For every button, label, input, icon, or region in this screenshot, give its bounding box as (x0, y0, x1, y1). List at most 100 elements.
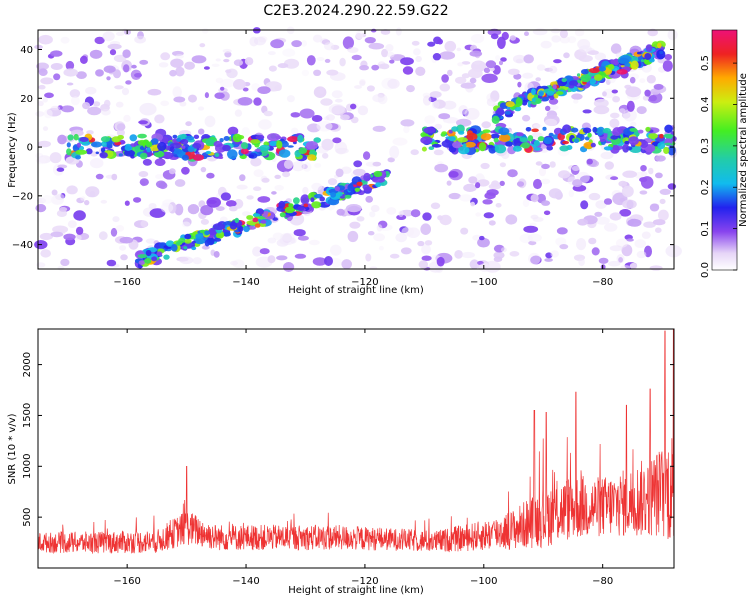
heatmap-cell (63, 68, 78, 77)
heatmap-cell (588, 192, 601, 201)
heatmap-cell (573, 138, 580, 143)
heatmap-cell (247, 225, 257, 230)
heatmap-cell (150, 138, 159, 145)
heatmap-cell (57, 134, 67, 145)
heatmap-cell (480, 133, 492, 141)
heatmap-cell (590, 142, 596, 148)
heatmap-cell (297, 205, 305, 211)
heatmap-cell (160, 202, 174, 213)
heatmap-cell (94, 36, 105, 45)
heatmap-cell (125, 80, 132, 85)
heatmap-cell (39, 232, 54, 241)
heatmap-cell (424, 115, 436, 124)
heatmap-cell (95, 69, 104, 77)
spectrogram-y-label: Frequency (Hz) (7, 112, 18, 188)
heatmap-cell (531, 132, 542, 138)
heatmap-cell (586, 158, 593, 165)
heatmap-cell (359, 80, 366, 87)
heatmap-cell (372, 161, 382, 167)
heatmap-cell (461, 251, 476, 259)
heatmap-cell (113, 54, 127, 63)
heatmap-cell (421, 244, 431, 255)
heatmap-cell (297, 134, 304, 143)
heatmap-cell (139, 102, 157, 116)
heatmap-cell (645, 44, 653, 52)
heatmap-cell (486, 189, 499, 196)
heatmap-cell (491, 115, 500, 124)
heatmap-cell (176, 138, 182, 142)
heatmap-cell (233, 59, 243, 66)
heatmap-cell (149, 208, 166, 218)
heatmap-cell (300, 194, 310, 205)
heatmap-cell (470, 33, 485, 44)
heatmap-cell (42, 97, 48, 103)
heatmap-cell (278, 200, 286, 209)
heatmap-cell (341, 259, 353, 270)
heatmap-cell (223, 58, 230, 63)
heatmap-cell (630, 121, 637, 128)
heatmap-cell (220, 192, 231, 201)
heatmap-cell (499, 162, 506, 168)
heatmap-cell (580, 74, 591, 83)
heatmap-cell (286, 95, 295, 103)
heatmap-cell (215, 206, 225, 212)
heatmap-cell (334, 98, 343, 103)
heatmap-cell (504, 111, 511, 115)
heatmap-cell (534, 147, 541, 151)
heatmap-cell (101, 108, 111, 116)
heatmap-cell (229, 221, 238, 230)
heatmap-cell (499, 180, 505, 186)
heatmap-cell (576, 238, 587, 251)
heatmap-cell (464, 141, 476, 148)
heatmap-cell (51, 105, 60, 111)
heatmap-cell (38, 84, 46, 90)
heatmap-cell (500, 57, 507, 62)
heatmap-cell (628, 136, 639, 146)
heatmap-cell (115, 101, 124, 108)
heatmap-cell (112, 216, 120, 223)
heatmap-cell (213, 251, 220, 258)
heatmap-cell (75, 149, 88, 155)
heatmap-cell (38, 68, 48, 76)
heatmap-cell (124, 200, 130, 206)
heatmap-cell (577, 218, 588, 226)
heatmap-cell (255, 148, 261, 152)
colorbar-tick-label: 0.4 (700, 97, 711, 113)
heatmap-cell (137, 254, 148, 259)
heatmap-cell (365, 195, 374, 203)
heatmap-cell (301, 69, 310, 77)
heatmap-cell (40, 77, 54, 85)
heatmap-cell (537, 136, 545, 142)
heatmap-cell (549, 161, 556, 168)
heatmap-cell (110, 227, 118, 237)
heatmap-cell (571, 165, 580, 171)
snr-series (37, 328, 675, 555)
heatmap-cell (514, 106, 522, 112)
heatmap-cell (200, 205, 214, 216)
heatmap-cell (523, 225, 539, 233)
colorbar-tick-label: 0.5 (700, 55, 711, 71)
heatmap-cell (191, 55, 207, 64)
heatmap-cell (659, 198, 666, 205)
heatmap-cell (290, 112, 301, 118)
heatmap-cell (379, 63, 390, 70)
heatmap-cell (415, 66, 426, 77)
heatmap-cell (69, 89, 81, 98)
heatmap-cell (80, 196, 86, 201)
heatmap-cell (215, 58, 221, 62)
heatmap-cell (277, 63, 289, 69)
heatmap-cell (220, 78, 235, 88)
heatmap-cell (545, 105, 551, 112)
heatmap-cell (532, 217, 544, 222)
heatmap-cell (66, 185, 78, 195)
heatmap-cell (618, 180, 628, 187)
heatmap-cell (531, 88, 536, 96)
heatmap-cell (455, 76, 467, 84)
heatmap-cell (180, 145, 186, 149)
snr-y-axis: 500 1000 1500 2000 (22, 352, 674, 527)
heatmap-cell (479, 235, 485, 241)
heatmap-cell (578, 258, 585, 267)
heatmap-cell (163, 254, 170, 260)
heatmap-cell (522, 72, 534, 79)
heatmap-cell (580, 200, 589, 210)
